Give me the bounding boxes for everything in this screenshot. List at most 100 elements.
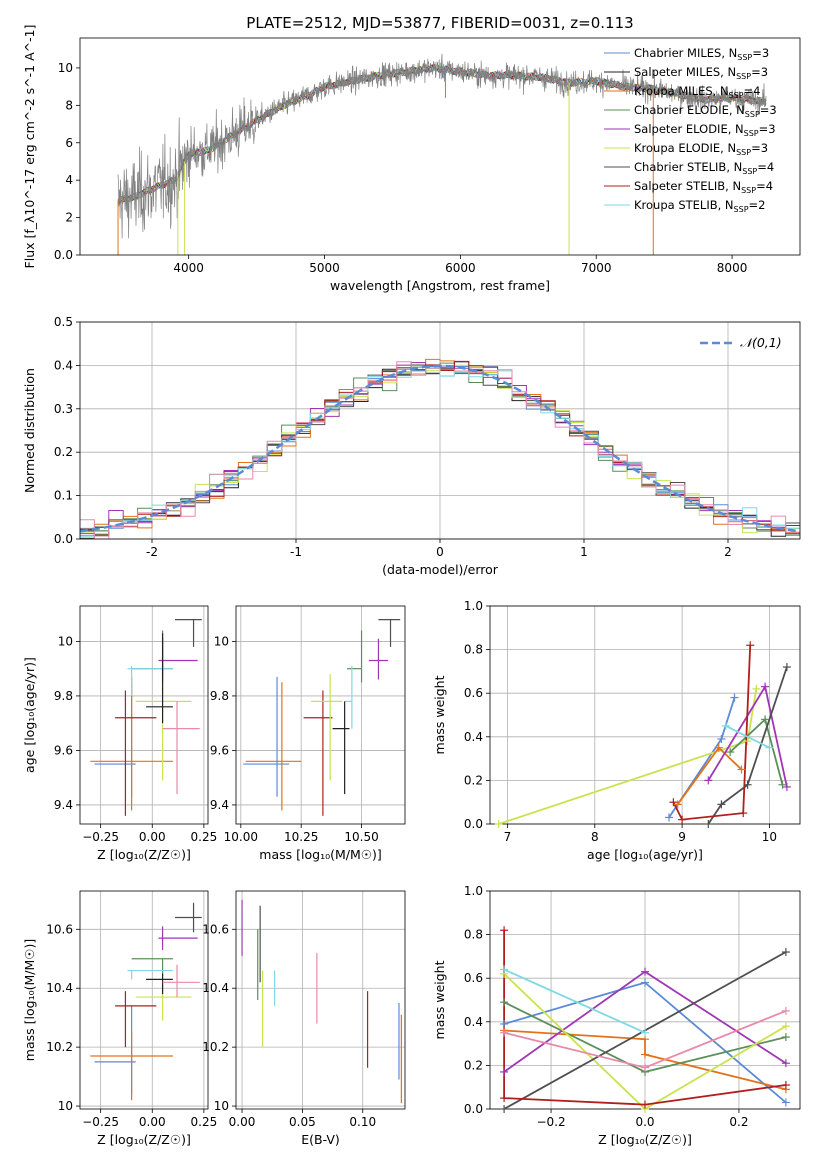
x-axis-label: E(B-V) xyxy=(301,1132,340,1147)
weight-line xyxy=(503,973,787,1109)
legend-subscript: SSP xyxy=(742,167,757,176)
x-axis-label: wavelength [Angstrom, rest frame] xyxy=(330,278,550,293)
y-tick-label: 10 xyxy=(58,634,73,648)
y-tick-label: 0.4 xyxy=(464,730,483,744)
y-tick-label: 0.5 xyxy=(54,315,73,329)
y-tick-label: 0.2 xyxy=(464,773,483,787)
y-tick-label: 9.8 xyxy=(54,689,73,703)
legend-subscript: SSP xyxy=(729,91,744,100)
axes-weight-vs-age: 7 8 9 10 0.0 0.2 0.4 0.6 0.8 1.0 age [log₁₀(age/yr… xyxy=(432,599,801,862)
weight-line xyxy=(707,666,788,824)
axes-frame xyxy=(79,605,209,825)
x-tick-label: -1 xyxy=(290,545,302,559)
x-tick-label: 6000 xyxy=(445,261,476,275)
y-tick-label: 0.6 xyxy=(464,686,483,700)
y-tick-label: 10.6 xyxy=(46,922,73,936)
y-tick-label: 0.2 xyxy=(54,445,73,459)
weight-line xyxy=(504,1029,787,1091)
x-tick-label: 0 xyxy=(436,545,444,559)
y-tick-label: 0.8 xyxy=(464,928,483,942)
axes-spectrum: 4000 5000 6000 7000 8000 0.0 2 4 6 8 10 wavelength … xyxy=(22,25,801,293)
axes-frame xyxy=(489,605,801,825)
y-tick-label: 10 xyxy=(58,61,73,75)
x-tick-label: -2 xyxy=(146,545,158,559)
axes-age-vs-z: −0.25 0.00 0.25 9.4 9.6 9.8 10 Z [log₁₀(Z/Z☉)] a… xyxy=(22,605,217,862)
y-tick-label: 0.4 xyxy=(54,358,73,372)
y-tick-label: 10.6 xyxy=(202,922,229,936)
axes-residuals: -2 -1 0 1 2 0.0 0.1 0.2 0.3 0.4 0.5 (data-model)/er… xyxy=(22,315,801,577)
legend-nssp: =4 xyxy=(744,84,761,98)
y-tick-label: 1.0 xyxy=(464,599,483,613)
axes-frame xyxy=(79,37,801,256)
legend-nssp: =3 xyxy=(752,46,769,60)
legend-nssp: =3 xyxy=(751,65,768,79)
axes-mass-vs-ebv: 0.00 0.05 0.10 10 10.2 10.4 10.6 E(B-V) xyxy=(202,890,406,1147)
y-tick-label: 9.4 xyxy=(210,798,229,812)
axes-mass-vs-z: −0.25 0.00 0.25 10 10.2 10.4 10.6 Z [log₁₀(Z/Z☉… xyxy=(22,890,217,1147)
x-tick-label: 10 xyxy=(762,830,777,844)
legend-subscript: SSP xyxy=(737,53,752,62)
y-tick-label: 0.0 xyxy=(464,817,483,831)
y-axis-label: age [log₁₀(age/yr)] xyxy=(22,657,37,773)
axes-weight-vs-z: −0.2 0.0 0.2 0.0 0.2 0.4 0.6 0.8 1.0 Z [log₁₀(Z/Z… xyxy=(432,884,801,1147)
x-tick-label: −0.25 xyxy=(82,1115,119,1129)
x-tick-label: −0.2 xyxy=(536,1115,565,1129)
y-tick-label: 1.0 xyxy=(464,884,483,898)
x-tick-label: 5000 xyxy=(309,261,340,275)
plot-area-mass-vs-ebv xyxy=(241,899,402,1104)
legend-label: Chabrier STELIB, NSSP=4 xyxy=(634,160,774,176)
weight-line xyxy=(672,645,752,821)
y-axis-label: mass [log₁₀(M/M☉)] xyxy=(22,939,37,1061)
x-tick-label: 1 xyxy=(580,545,588,559)
x-tick-label: 0.0 xyxy=(635,1115,654,1129)
legend-nssp: =2 xyxy=(749,198,766,212)
x-tick-label: 0.2 xyxy=(729,1115,748,1129)
plot-area-spectrum xyxy=(117,53,767,255)
x-axis-label: mass [log₁₀(M/M☉)] xyxy=(259,847,381,862)
x-tick-label: 8 xyxy=(591,830,599,844)
legend-label: Salpeter ELODIE, NSSP=3 xyxy=(634,122,776,138)
y-tick-label: 2 xyxy=(65,211,73,225)
legend-subscript: SSP xyxy=(736,72,751,81)
axes-frame xyxy=(235,605,406,825)
legend-nssp: =3 xyxy=(760,103,777,117)
x-tick-label: 10.50 xyxy=(344,830,378,844)
observed-spectrum-line xyxy=(117,53,767,239)
weight-line xyxy=(503,930,787,1106)
plot-area-age-vs-z xyxy=(90,619,202,816)
figure-title: PLATE=2512, MJD=53877, FIBERID=0031, z=0… xyxy=(246,14,633,32)
y-tick-label: 8 xyxy=(65,98,73,112)
y-tick-label: 0.0 xyxy=(54,532,73,546)
x-tick-label: 4000 xyxy=(173,261,204,275)
y-axis-label: Flux [f_λ10^-17 erg cm^-2 s^-1 A^-1] xyxy=(22,25,37,269)
legend-label: 𝒩(0,1) xyxy=(740,335,782,350)
plots-layer: 4000 5000 6000 7000 80000.0246810wavelength … xyxy=(22,25,801,1147)
x-tick-label: 0.05 xyxy=(289,1115,316,1129)
legend-label: Kroupa STELIB, NSSP=2 xyxy=(634,198,765,214)
normal-curve xyxy=(80,364,800,533)
x-tick-label: −0.25 xyxy=(82,830,119,844)
x-axis-label: Z [log₁₀(Z/Z☉)] xyxy=(97,1132,191,1147)
legend-subscript: SSP xyxy=(741,186,756,195)
x-tick-label: 0.00 xyxy=(229,1115,256,1129)
y-tick-label: 10 xyxy=(58,1099,73,1113)
y-tick-label: 0.6 xyxy=(464,971,483,985)
y-tick-label: 10.2 xyxy=(202,1040,229,1054)
legend-subscript: SSP xyxy=(745,110,760,119)
y-tick-label: 10.2 xyxy=(46,1040,73,1054)
legend-label: Chabrier MILES, NSSP=3 xyxy=(634,46,769,62)
plot-area-age-vs-mass xyxy=(243,619,401,816)
legend-label: Salpeter STELIB, NSSP=4 xyxy=(634,179,773,195)
weight-line xyxy=(725,725,770,749)
legend-label: Kroupa ELODIE, NSSP=3 xyxy=(634,141,768,157)
y-axis-label: Normed distribution xyxy=(22,368,37,493)
y-tick-label: 4 xyxy=(65,173,73,187)
axes-age-vs-mass: 10.00 10.25 10.50 9.4 9.6 9.8 10 mass [log₁₀(M/… xyxy=(210,605,406,862)
legend-nssp: =4 xyxy=(757,160,774,174)
legend-nssp: =3 xyxy=(751,141,768,155)
x-tick-label: 0.10 xyxy=(349,1115,376,1129)
y-tick-label: 0.3 xyxy=(54,402,73,416)
axes-frame xyxy=(79,890,209,1110)
